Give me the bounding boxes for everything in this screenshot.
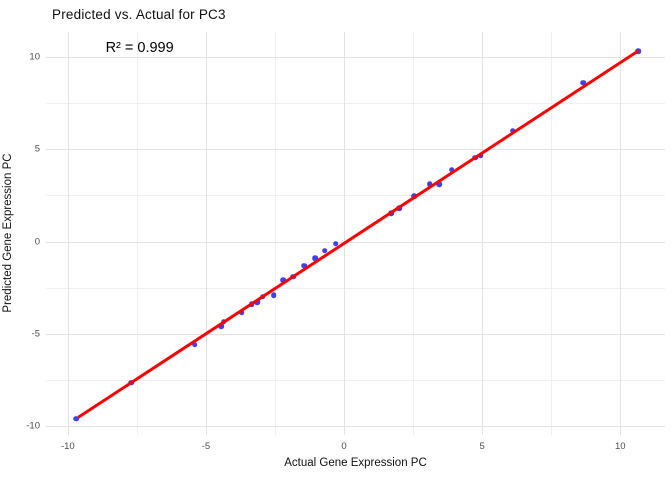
- data-point: [218, 323, 224, 330]
- x-minor-gridline: [413, 32, 415, 435]
- data-point: [270, 292, 277, 298]
- x-major-gridline: [620, 32, 622, 435]
- y-tick-label: -5: [31, 328, 40, 340]
- data-point: [192, 342, 198, 348]
- data-point: [312, 255, 318, 261]
- y-tick-label: 0: [34, 236, 40, 248]
- plot-panel: R² = 0.999: [46, 32, 665, 435]
- y-minor-gridline: [46, 195, 665, 197]
- data-point: [254, 299, 260, 306]
- data-point: [239, 309, 245, 316]
- x-tick-label: 5: [479, 441, 485, 452]
- data-point: [301, 262, 307, 269]
- y-minor-gridline: [46, 379, 665, 381]
- data-point: [332, 240, 339, 247]
- x-tick-label: 0: [341, 441, 347, 452]
- x-minor-gridline: [274, 32, 276, 435]
- plot-title: Predicted vs. Actual for PC3: [52, 7, 226, 22]
- r-squared-annotation: R² = 0.999: [105, 39, 174, 56]
- y-tick-label: 10: [29, 51, 40, 63]
- x-tick-label: -10: [60, 441, 75, 452]
- y-major-gridline: [46, 57, 665, 59]
- data-point: [73, 415, 79, 422]
- y-major-gridline: [46, 425, 665, 428]
- y-axis-title: Predicted Gene Expression PC: [2, 153, 14, 313]
- data-point: [580, 80, 586, 86]
- data-point: [436, 181, 443, 188]
- y-minor-gridline: [46, 287, 665, 289]
- y-major-gridline: [46, 149, 665, 151]
- y-minor-gridline: [46, 103, 665, 105]
- y-tick-label: 5: [34, 143, 40, 155]
- x-minor-gridline: [551, 32, 553, 435]
- data-point: [321, 247, 328, 254]
- y-major-gridline: [46, 241, 665, 243]
- y-major-gridline: [46, 333, 665, 335]
- x-tick-label: 10: [614, 441, 626, 452]
- x-major-gridline: [482, 32, 484, 435]
- regression-line: [76, 49, 640, 420]
- x-major-gridline: [205, 32, 208, 435]
- x-major-gridline: [344, 32, 346, 435]
- x-major-gridline: [67, 32, 69, 435]
- x-tick-label: -5: [201, 441, 211, 452]
- x-minor-gridline: [136, 32, 138, 435]
- y-tick-label: -10: [26, 420, 40, 432]
- x-axis-title: Actual Gene Expression PC: [284, 457, 427, 469]
